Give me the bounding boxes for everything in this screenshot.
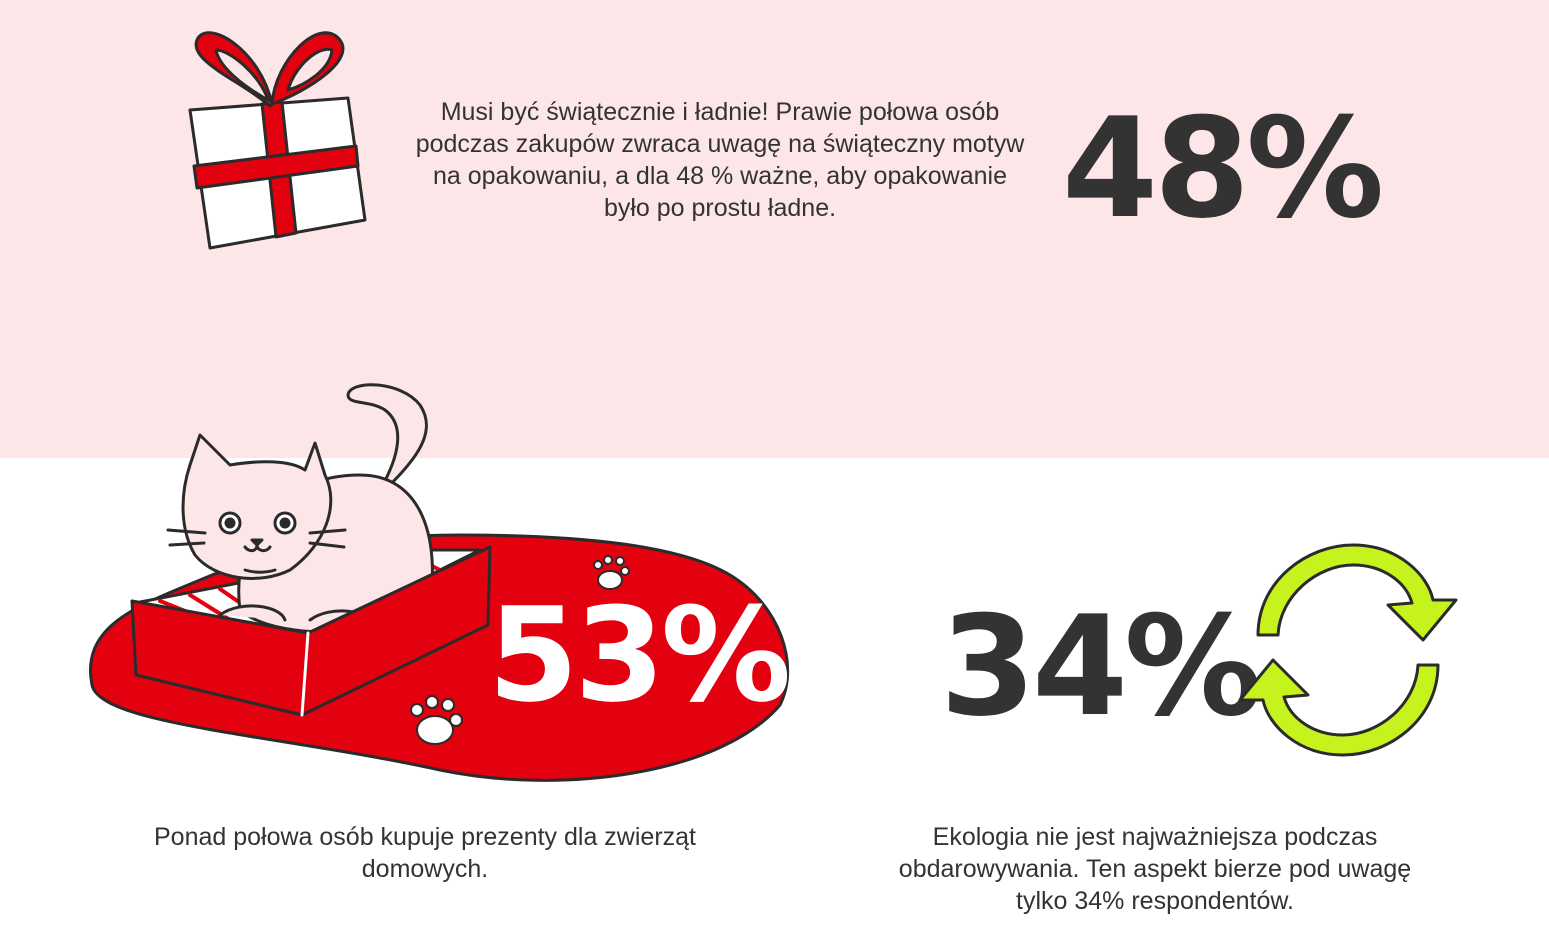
recycle-arrows-icon bbox=[1238, 543, 1458, 757]
gift-stat: 48% bbox=[1062, 88, 1384, 249]
pets-stat: 53% bbox=[488, 579, 791, 731]
pets-caption: Ponad połowa osób kupuje prezenty dla zw… bbox=[153, 823, 696, 883]
cat-in-bed-icon bbox=[89, 383, 790, 782]
eco-caption: Ekologia nie jest najważniejsza podczas … bbox=[898, 823, 1412, 915]
gift-icon bbox=[188, 31, 367, 250]
gift-description: Musi być świątecznie i ładnie! Prawie po… bbox=[415, 98, 1025, 222]
eco-stat: 34% bbox=[940, 586, 1262, 747]
